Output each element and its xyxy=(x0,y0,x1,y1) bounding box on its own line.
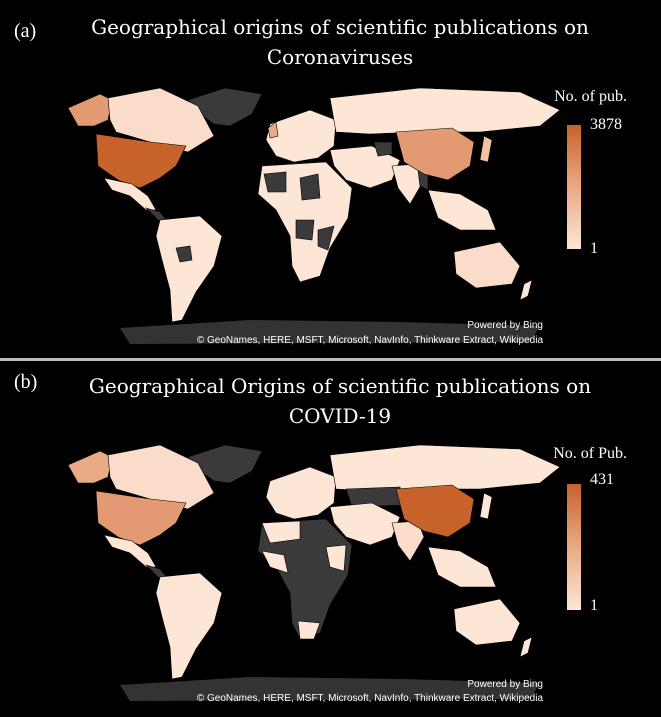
region-south-africa xyxy=(297,620,321,640)
region-se-asia xyxy=(427,189,497,231)
region-africa-west xyxy=(261,550,289,574)
legend-title: No. of Pub. xyxy=(553,445,627,462)
region-australia xyxy=(453,598,521,646)
panel-label: (a) xyxy=(14,20,37,42)
region-alaska xyxy=(67,93,113,127)
region-canada xyxy=(107,444,215,510)
map-panel-b: (b) Geographical Origins of scientific p… xyxy=(0,361,661,717)
credit-powered-by: Powered by Bing xyxy=(467,320,543,331)
region-china xyxy=(395,484,475,538)
region-alaska xyxy=(67,450,113,484)
region-canada xyxy=(107,87,215,153)
region-central-asia-nodata xyxy=(345,486,405,508)
region-africa-nodata-3 xyxy=(295,219,315,241)
region-japan xyxy=(479,492,493,520)
legend-min-value: 1 xyxy=(590,240,598,257)
map-title-line1: Geographical origins of scientific publi… xyxy=(91,15,589,39)
map-title: Geographical Origins of scientific publi… xyxy=(70,371,610,431)
region-usa xyxy=(95,490,187,546)
region-japan xyxy=(479,135,493,163)
region-se-asia xyxy=(427,546,497,588)
map-title: Geographical origins of scientific publi… xyxy=(70,12,610,72)
legend-max-value: 431 xyxy=(590,471,614,488)
region-usa xyxy=(95,133,187,189)
region-new-zealand xyxy=(519,279,533,301)
map-title-line2: COVID-19 xyxy=(288,404,392,428)
region-afghanistan xyxy=(373,141,393,157)
legend-max-value: 3878 xyxy=(590,116,622,133)
region-uk xyxy=(267,121,279,139)
panel-label: (b) xyxy=(14,371,38,393)
region-antarctica xyxy=(120,677,540,701)
credit-attribution: © GeoNames, HERE, MSFT, Microsoft, NavIn… xyxy=(196,335,543,346)
region-africa-nodata-1 xyxy=(263,171,287,193)
region-south-america xyxy=(155,572,223,680)
region-europe xyxy=(265,109,337,163)
map-title-line1: Geographical Origins of scientific publi… xyxy=(88,374,592,398)
map-panel-a: (a) Geographical origins of scientific p… xyxy=(0,0,661,358)
region-antarctica xyxy=(120,320,540,344)
region-africa-east xyxy=(325,544,347,572)
region-africa-nodata-2 xyxy=(299,173,321,201)
region-bolivia xyxy=(175,245,193,263)
region-new-zealand xyxy=(519,636,533,658)
region-south-america xyxy=(155,215,223,323)
region-australia xyxy=(453,241,521,289)
credit-attribution: © GeoNames, HERE, MSFT, Microsoft, NavIn… xyxy=(196,693,543,704)
legend-min-value: 1 xyxy=(590,597,598,614)
credit-powered-by: Powered by Bing xyxy=(467,679,543,690)
region-africa-nodata-4 xyxy=(317,225,335,251)
region-china xyxy=(395,127,475,181)
region-russia xyxy=(329,444,561,492)
legend-title: No. of pub. xyxy=(554,88,627,105)
region-africa-north xyxy=(261,520,301,544)
map-title-line2: Coronaviruses xyxy=(266,45,414,69)
region-middle-east xyxy=(329,502,401,546)
world-map xyxy=(67,444,561,701)
legend-color-bar xyxy=(566,124,582,250)
region-russia xyxy=(329,87,561,135)
panel-divider xyxy=(0,358,661,361)
region-europe xyxy=(265,466,337,520)
legend-color-bar xyxy=(566,483,582,611)
world-map xyxy=(67,87,561,344)
